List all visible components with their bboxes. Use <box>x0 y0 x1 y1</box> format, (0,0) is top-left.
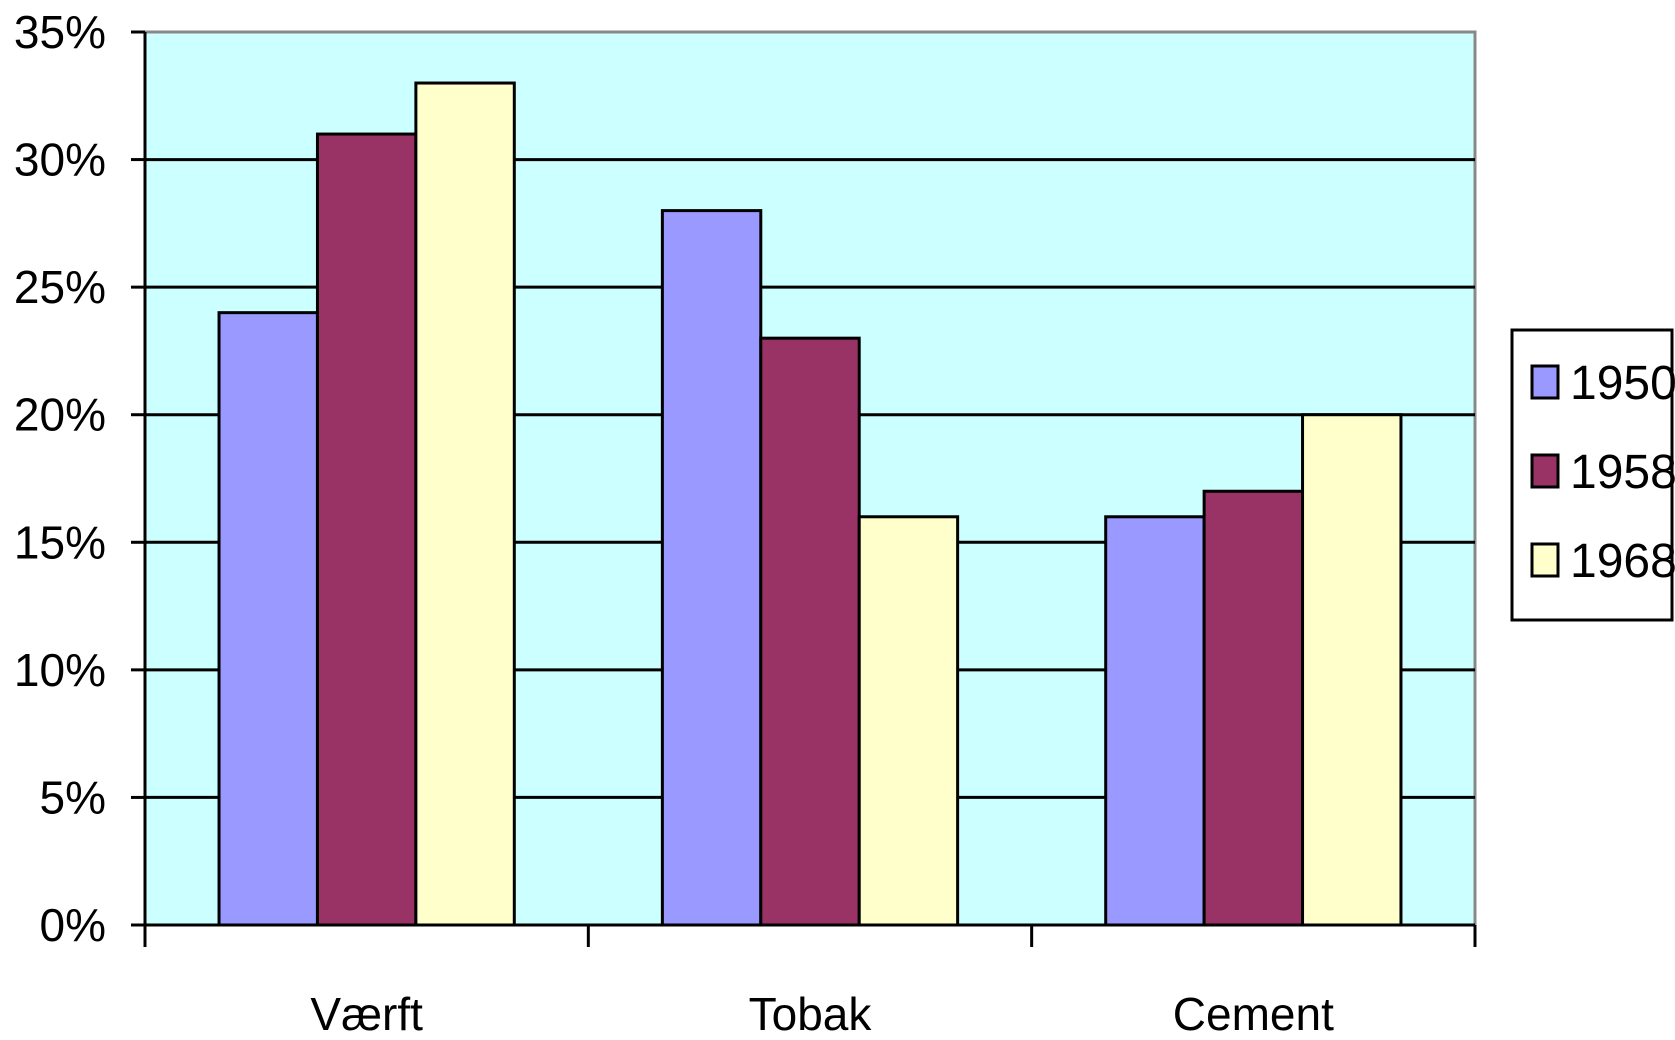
bar-1968-Værft <box>414 81 516 927</box>
x-axis: Værft Tobak Cement <box>143 923 1477 1040</box>
y-tick-label: 0% <box>40 899 106 951</box>
bar-1958-Cement <box>1202 489 1305 927</box>
x-tick-label: Tobak <box>749 988 873 1040</box>
legend: 1950 1958 1968 <box>1510 328 1675 622</box>
bar-1958-Værft <box>315 132 418 927</box>
x-tick-label: Cement <box>1173 988 1334 1040</box>
legend-swatch-1968 <box>1530 542 1560 578</box>
y-tick-label: 25% <box>14 261 106 313</box>
bar-1968-Cement <box>1301 413 1403 927</box>
y-tick-label: 20% <box>14 389 106 441</box>
legend-label: 1950 <box>1570 357 1675 410</box>
y-tick-label: 15% <box>14 516 106 568</box>
y-tick-label: 10% <box>14 644 106 696</box>
bar-1950-Tobak <box>660 209 763 927</box>
legend-label: 1958 <box>1570 446 1675 499</box>
y-tick-label: 5% <box>40 771 106 823</box>
bars <box>217 81 1403 927</box>
y-tick-label: 35% <box>14 6 106 58</box>
bar-1950-Værft <box>217 311 319 927</box>
bar-1950-Cement <box>1104 515 1206 927</box>
bar-1968-Tobak <box>857 515 960 927</box>
x-tick-label: Værft <box>310 988 423 1040</box>
y-axis: 0% 5% 10% 15% 20% 25% 30% 35% <box>14 6 147 951</box>
bar-1958-Tobak <box>759 336 861 927</box>
legend-swatch-1958 <box>1530 453 1560 489</box>
legend-swatch-1950 <box>1530 364 1560 400</box>
y-tick-label: 30% <box>14 134 106 186</box>
legend-label: 1968 <box>1570 535 1675 588</box>
